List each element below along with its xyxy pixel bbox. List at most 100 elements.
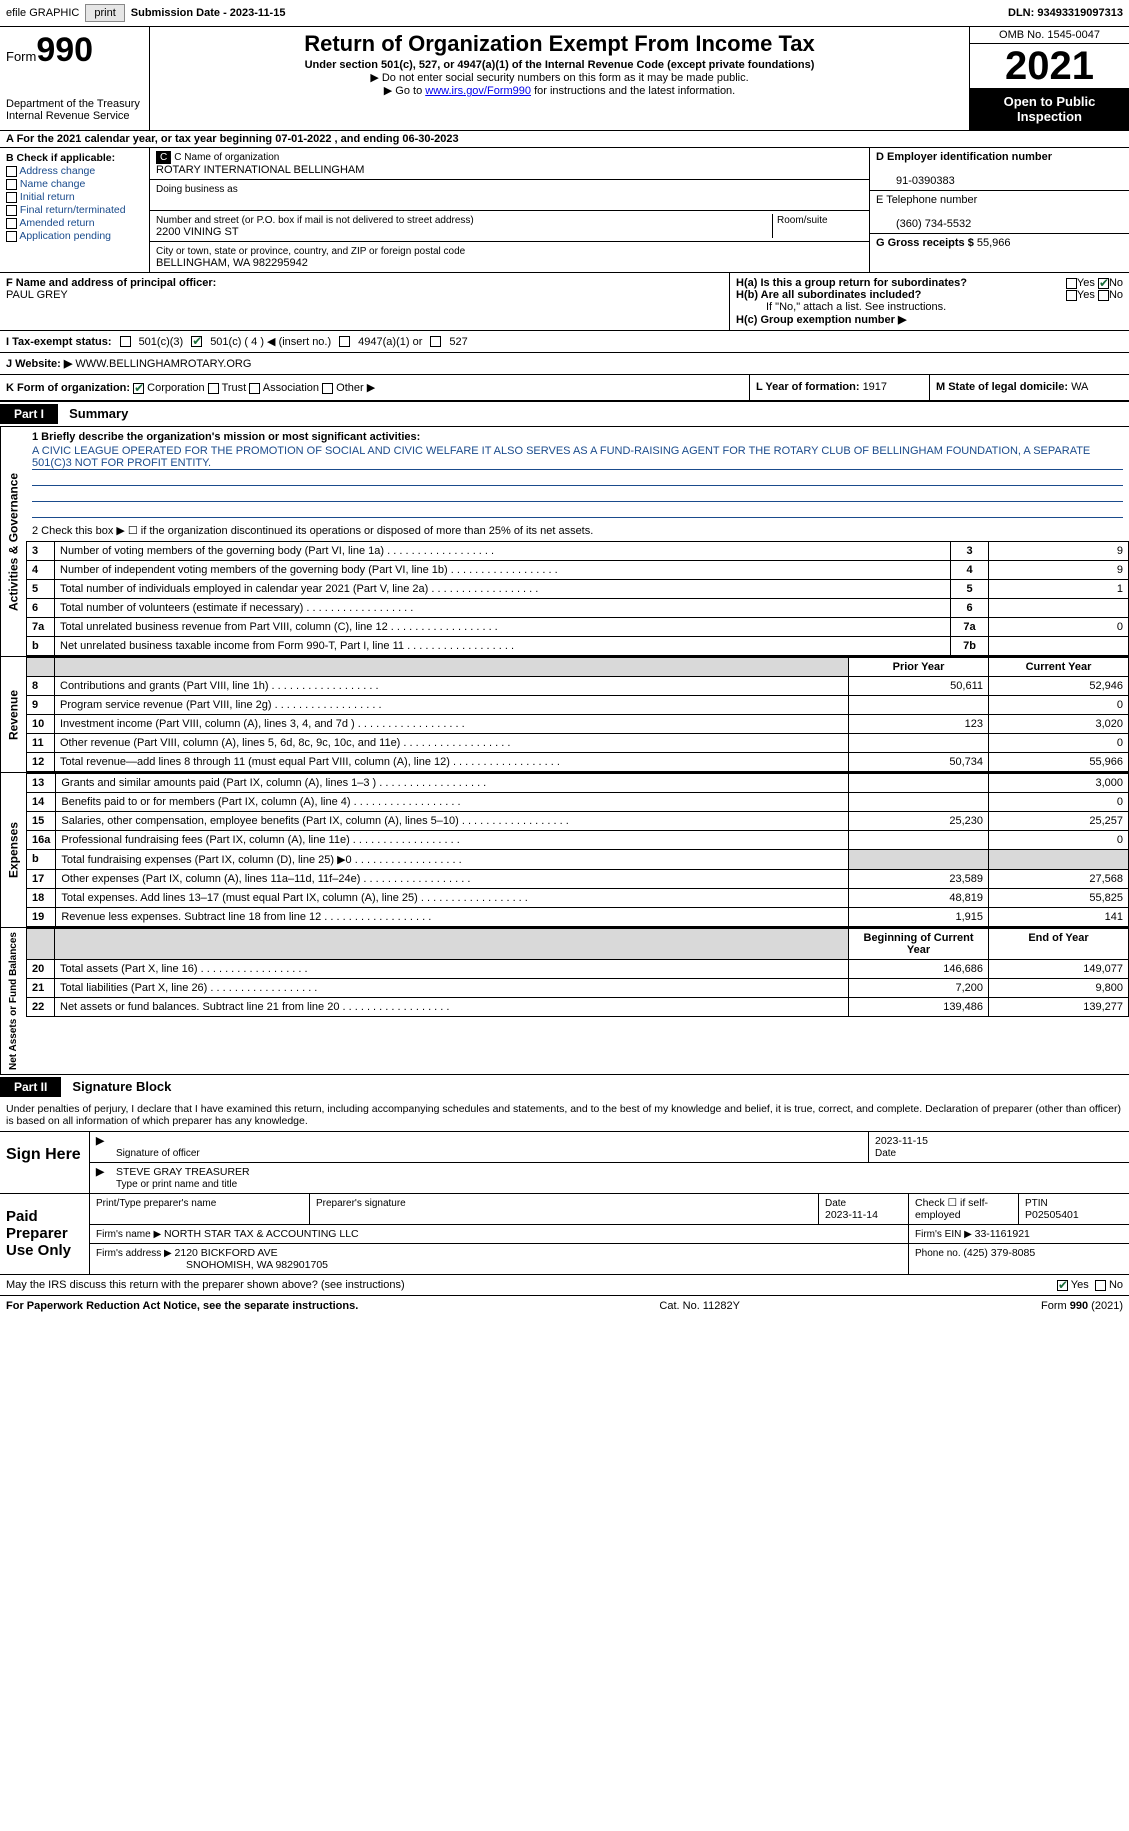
- street-address: 2200 VINING ST: [156, 226, 239, 238]
- other-checkbox[interactable]: [322, 383, 333, 394]
- row-fh: F Name and address of principal officer:…: [0, 273, 1129, 331]
- tel-label: E Telephone number: [876, 194, 977, 206]
- col-h-group: H(a) Is this a group return for subordin…: [729, 273, 1129, 330]
- form-org-label: K Form of organization:: [6, 382, 130, 394]
- tel-value: (360) 734-5532: [876, 218, 971, 230]
- irs-label: Internal Revenue Service: [6, 110, 143, 122]
- row-k-form-org: K Form of organization: Corporation Trus…: [0, 375, 1129, 402]
- prep-date-label: Date: [825, 1198, 846, 1209]
- hb-no-checkbox[interactable]: [1098, 290, 1109, 301]
- mission-block: 1 Briefly describe the organization's mi…: [26, 427, 1129, 541]
- colb-option[interactable]: Name change: [6, 178, 143, 190]
- date-label: Date: [875, 1148, 896, 1159]
- firm-ein: 33-1161921: [975, 1228, 1030, 1240]
- block-bcd: B Check if applicable: Address change Na…: [0, 148, 1129, 273]
- firm-addr1: 2120 BICKFORD AVE: [175, 1247, 278, 1259]
- colb-option[interactable]: Initial return: [6, 191, 143, 203]
- ptin-label: PTIN: [1025, 1198, 1048, 1209]
- firm-name-label: Firm's name ▶: [96, 1229, 164, 1240]
- gross-value: 55,966: [977, 237, 1011, 249]
- assoc-checkbox[interactable]: [249, 383, 260, 394]
- row-a-calendar-year: A For the 2021 calendar year, or tax yea…: [0, 131, 1129, 148]
- top-toolbar: efile GRAPHIC print Submission Date - 20…: [0, 0, 1129, 27]
- corp-checkbox[interactable]: [133, 383, 144, 394]
- line1-label: 1 Briefly describe the organization's mi…: [32, 431, 420, 443]
- 4947-checkbox[interactable]: [339, 336, 350, 347]
- colb-option[interactable]: Final return/terminated: [6, 204, 143, 216]
- ssn-note: ▶ Do not enter social security numbers o…: [158, 71, 961, 84]
- discuss-row: May the IRS discuss this return with the…: [0, 1274, 1129, 1295]
- phone-value: (425) 379-8085: [963, 1247, 1035, 1259]
- part1-badge: Part I: [0, 404, 58, 424]
- col-d-ein-tel: D Employer identification number 91-0390…: [869, 148, 1129, 272]
- row-i-tax-status: I Tax-exempt status: 501(c)(3) 501(c) ( …: [0, 331, 1129, 353]
- self-employed-check: Check ☐ if self-employed: [909, 1194, 1019, 1224]
- website-url: WWW.BELLINGHAMROTARY.ORG: [75, 358, 251, 370]
- goto-note: ▶ Go to www.irs.gov/Form990 for instruct…: [158, 84, 961, 97]
- part1-header-row: Part I Summary: [0, 402, 1129, 427]
- org-name: ROTARY INTERNATIONAL BELLINGHAM: [156, 164, 364, 176]
- part1-activities-governance: Activities & Governance 1 Briefly descri…: [0, 427, 1129, 657]
- colb-option[interactable]: Address change: [6, 165, 143, 177]
- col-f-officer: F Name and address of principal officer:…: [0, 273, 729, 330]
- officer-name: PAUL GREY: [6, 289, 68, 301]
- website-label: J Website: ▶: [6, 358, 72, 370]
- 501c-checkbox[interactable]: [191, 336, 202, 347]
- omb-number: OMB No. 1545-0047: [970, 27, 1129, 44]
- discuss-yes-checkbox[interactable]: [1057, 1280, 1068, 1291]
- submission-date-label: Submission Date - 2023-11-15: [131, 7, 286, 19]
- ein-label: D Employer identification number: [876, 151, 1052, 163]
- state-domicile: WA: [1071, 381, 1088, 393]
- side-ag: Activities & Governance: [0, 427, 26, 656]
- sign-here-row: Sign Here ▶ Signature of officer 2023-11…: [0, 1131, 1129, 1193]
- name-box-c: C: [156, 151, 171, 164]
- 501c3-checkbox[interactable]: [120, 336, 131, 347]
- officer-label: F Name and address of principal officer:: [6, 277, 216, 289]
- sig-date: 2023-11-15: [875, 1135, 928, 1147]
- phone-label: Phone no.: [915, 1248, 963, 1259]
- state-domicile-label: M State of legal domicile:: [936, 381, 1071, 393]
- dln-label: DLN: 93493319097313: [1008, 7, 1123, 19]
- trust-checkbox[interactable]: [208, 383, 219, 394]
- discuss-no-checkbox[interactable]: [1095, 1280, 1106, 1291]
- officer-printed-name: STEVE GRAY TREASURER: [116, 1166, 250, 1178]
- 527-checkbox[interactable]: [430, 336, 441, 347]
- footer-mid: Cat. No. 11282Y: [659, 1300, 740, 1312]
- perjury-declaration: Under penalties of perjury, I declare th…: [0, 1099, 1129, 1131]
- part2-title: Signature Block: [64, 1079, 171, 1094]
- line2-text: 2 Check this box ▶ ☐ if the organization…: [32, 524, 1123, 537]
- hb-yes-checkbox[interactable]: [1066, 290, 1077, 301]
- col-c-org-info: C C Name of organization ROTARY INTERNAT…: [150, 148, 869, 272]
- colb-option[interactable]: Application pending: [6, 230, 143, 242]
- irs-link[interactable]: www.irs.gov/Form990: [425, 85, 531, 97]
- sig-officer-label: Signature of officer: [116, 1148, 200, 1159]
- ha-yes-checkbox[interactable]: [1066, 278, 1077, 289]
- ein-value: 91-0390383: [876, 175, 955, 187]
- ag-table: 3Number of voting members of the governi…: [26, 541, 1129, 656]
- ha-label: H(a) Is this a group return for subordin…: [736, 277, 967, 289]
- mission-text: A CIVIC LEAGUE OPERATED FOR THE PROMOTIO…: [32, 445, 1123, 470]
- officer-print-label: Type or print name and title: [116, 1179, 237, 1190]
- side-net: Net Assets or Fund Balances: [0, 928, 26, 1074]
- expenses-table: 13Grants and similar amounts paid (Part …: [26, 773, 1129, 927]
- net-assets-table: Beginning of Current YearEnd of Year20To…: [26, 928, 1129, 1017]
- form-title: Return of Organization Exempt From Incom…: [158, 31, 961, 57]
- part1-net-assets: Net Assets or Fund Balances Beginning of…: [0, 928, 1129, 1075]
- revenue-table: Prior YearCurrent Year8Contributions and…: [26, 657, 1129, 772]
- print-button[interactable]: print: [85, 4, 124, 22]
- discuss-label: May the IRS discuss this return with the…: [6, 1279, 1057, 1291]
- hc-label: H(c) Group exemption number ▶: [736, 313, 1123, 326]
- sign-here-label: Sign Here: [0, 1132, 90, 1193]
- firm-addr-label: Firm's address ▶: [96, 1248, 175, 1259]
- part1-title: Summary: [61, 406, 128, 421]
- dba-label: Doing business as: [156, 184, 238, 195]
- firm-name: NORTH STAR TAX & ACCOUNTING LLC: [164, 1228, 359, 1240]
- side-revenue: Revenue: [0, 657, 26, 772]
- year-formation: 1917: [863, 381, 887, 393]
- colb-option[interactable]: Amended return: [6, 217, 143, 229]
- col-b-checkboxes: B Check if applicable: Address change Na…: [0, 148, 150, 272]
- ha-no-checkbox[interactable]: [1098, 278, 1109, 289]
- form-header: Form990 Department of the Treasury Inter…: [0, 27, 1129, 131]
- hb-note: If "No," attach a list. See instructions…: [736, 301, 1123, 313]
- part2-badge: Part II: [0, 1077, 61, 1097]
